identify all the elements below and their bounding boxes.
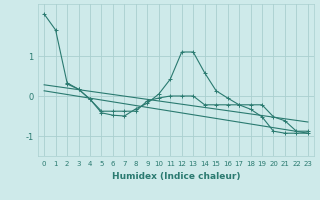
- X-axis label: Humidex (Indice chaleur): Humidex (Indice chaleur): [112, 172, 240, 181]
